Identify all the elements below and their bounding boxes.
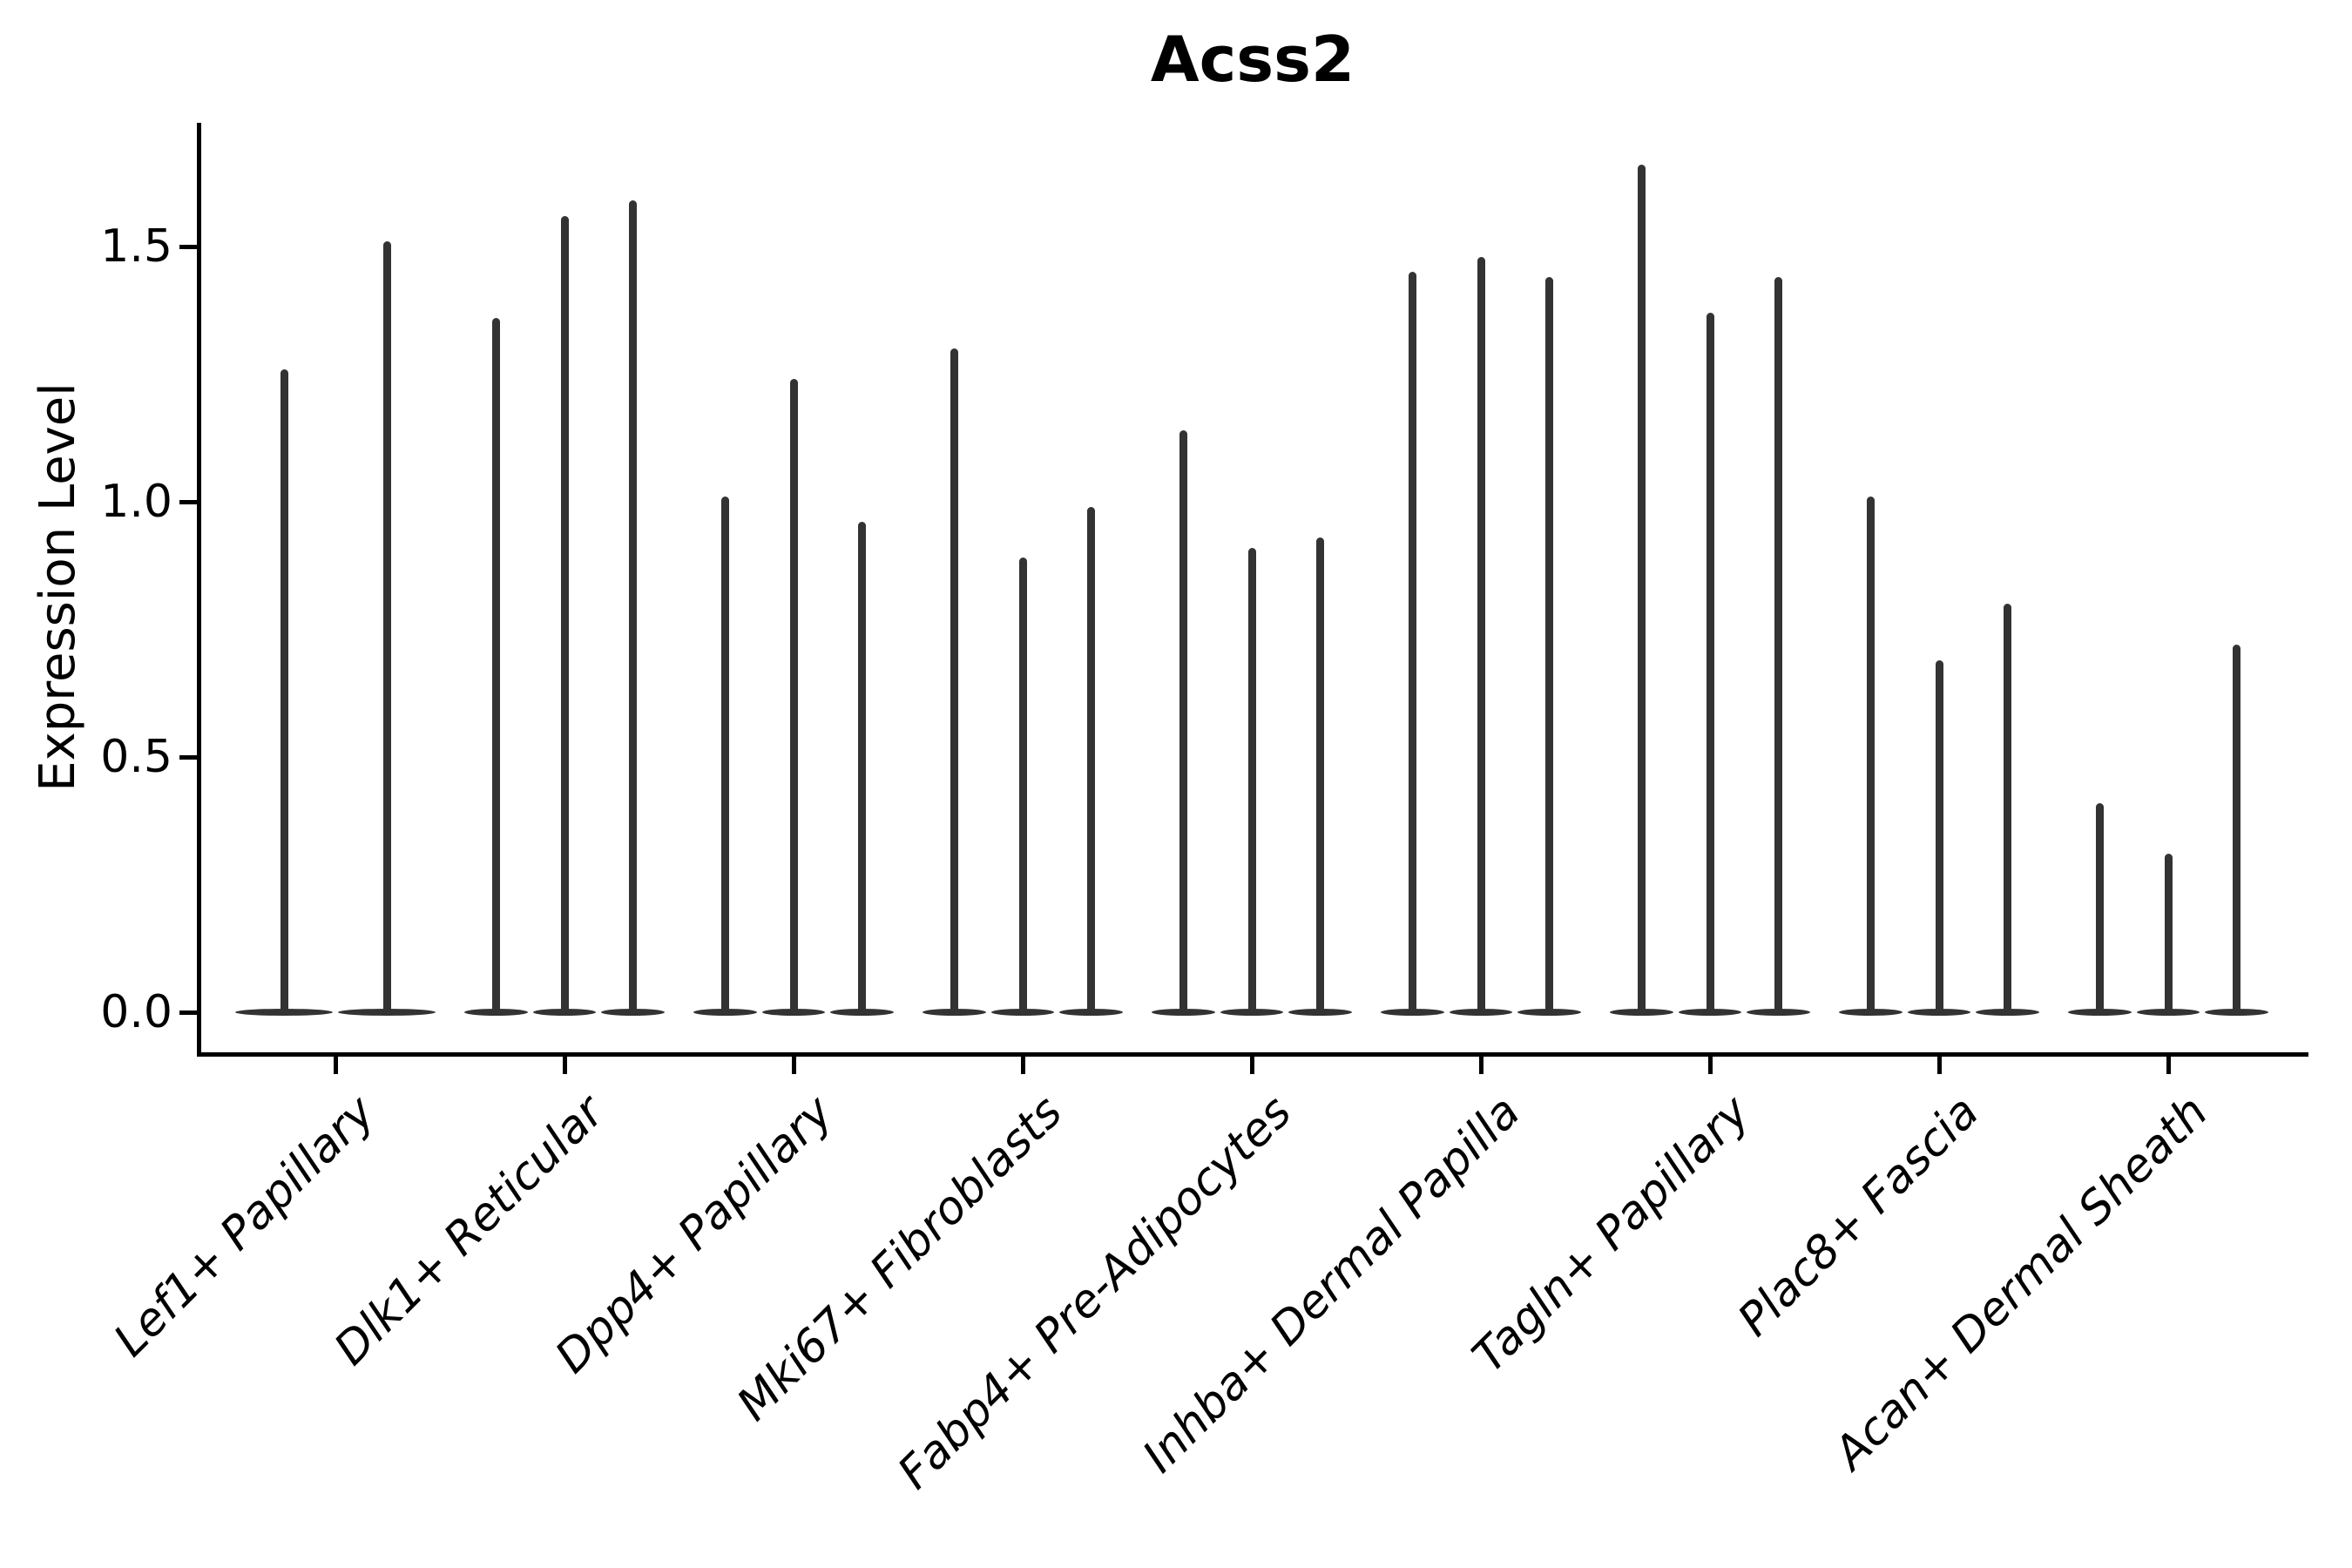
violin-spike bbox=[491, 318, 500, 1012]
violin-spike bbox=[1637, 165, 1646, 1012]
y-tick-mark bbox=[179, 754, 197, 760]
violin-base bbox=[1381, 1009, 1444, 1016]
violin-base bbox=[1907, 1009, 1971, 1016]
violin-spike bbox=[950, 348, 958, 1012]
violin-base bbox=[693, 1009, 757, 1016]
violin-spike bbox=[1179, 429, 1187, 1012]
violin-spike bbox=[1935, 659, 1943, 1012]
x-tick-mark bbox=[1707, 1057, 1713, 1074]
violin-spike bbox=[858, 522, 867, 1012]
y-tick-mark bbox=[179, 1010, 197, 1015]
violin-spike bbox=[1018, 558, 1027, 1012]
violin-base bbox=[1059, 1009, 1123, 1016]
violin-base bbox=[1839, 1009, 1903, 1016]
violin-spike bbox=[629, 200, 638, 1012]
violin-base bbox=[990, 1009, 1055, 1016]
violin-base bbox=[1288, 1009, 1352, 1016]
y-axis-spine bbox=[197, 123, 201, 1057]
violin-spike bbox=[280, 368, 288, 1012]
x-axis-spine bbox=[197, 1052, 2308, 1057]
violin-base bbox=[923, 1009, 986, 1016]
x-tick-mark bbox=[1020, 1057, 1025, 1074]
violin-spike bbox=[2164, 854, 2173, 1012]
chart-title: Acss2 bbox=[1150, 23, 1355, 96]
violin-base bbox=[1449, 1009, 1513, 1016]
violin-base bbox=[1220, 1009, 1284, 1016]
violin-base bbox=[2205, 1009, 2268, 1016]
violin-base bbox=[830, 1009, 894, 1016]
violin-spike bbox=[1866, 497, 1875, 1012]
violin-spike bbox=[789, 379, 798, 1012]
violin-spike bbox=[2095, 802, 2104, 1012]
violin-spike bbox=[1247, 547, 1256, 1012]
violin-base bbox=[1678, 1009, 1742, 1016]
x-tick-mark bbox=[333, 1057, 338, 1074]
violin-spike bbox=[1087, 506, 1096, 1012]
x-tick-label-5: Fabp4+ Pre-Adipocytes bbox=[888, 1085, 1302, 1500]
violin-base bbox=[235, 1009, 333, 1016]
y-tick-mark bbox=[179, 244, 197, 249]
violin-base bbox=[1976, 1009, 2039, 1016]
x-tick-label-9: Acan+ Dermal Sheath bbox=[1824, 1085, 2219, 1480]
violin-base bbox=[761, 1009, 826, 1016]
violin-base bbox=[1517, 1009, 1581, 1016]
y-tick-label: 1.5 bbox=[100, 220, 172, 273]
x-tick-mark bbox=[1478, 1057, 1484, 1074]
x-tick-mark bbox=[1936, 1057, 1942, 1074]
x-tick-mark bbox=[1249, 1057, 1254, 1074]
y-tick-label: 1.0 bbox=[100, 476, 172, 528]
violin-base bbox=[464, 1009, 528, 1016]
violin-spike bbox=[382, 241, 391, 1012]
x-tick-mark bbox=[791, 1057, 796, 1074]
violin-spike bbox=[720, 497, 729, 1012]
x-tick-mark bbox=[562, 1057, 567, 1074]
x-tick-label-8: Plac8+ Fascia bbox=[1727, 1085, 1990, 1347]
x-tick-mark bbox=[2166, 1057, 2171, 1074]
x-tick-label-6: Inhba+ Dermal Papilla bbox=[1133, 1085, 1531, 1484]
violin-base bbox=[1747, 1009, 1810, 1016]
y-tick-label: 0.0 bbox=[100, 986, 172, 1038]
violin-spike bbox=[1774, 277, 1783, 1012]
violin-base bbox=[2136, 1009, 2200, 1016]
violin-spike bbox=[560, 215, 569, 1012]
y-tick-mark bbox=[179, 499, 197, 504]
violin-base bbox=[2068, 1009, 2132, 1016]
violin-spike bbox=[1316, 537, 1325, 1012]
violin-spike bbox=[1545, 277, 1554, 1012]
violin-base bbox=[338, 1009, 436, 1016]
violin-base bbox=[601, 1009, 665, 1016]
violin-spike bbox=[1408, 272, 1416, 1012]
violin-spike bbox=[2233, 645, 2241, 1012]
violin-spike bbox=[2004, 604, 2012, 1012]
y-tick-label: 0.5 bbox=[100, 731, 172, 783]
violin-spike bbox=[1706, 313, 1714, 1012]
violin-base bbox=[1610, 1009, 1673, 1016]
violin-spike bbox=[1477, 256, 1485, 1012]
violin-base bbox=[1152, 1009, 1215, 1016]
violin-base bbox=[532, 1009, 597, 1016]
